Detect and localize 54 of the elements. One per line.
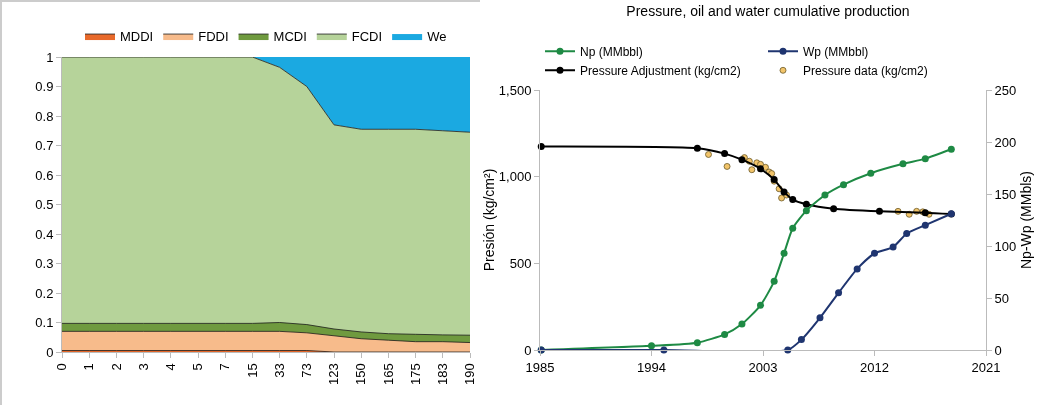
y2-tick-label: 150 (994, 186, 1017, 202)
legend-label: Pressure Adjustment (kg/cm2) (580, 63, 741, 78)
y-tick-label: 1,500 (498, 82, 532, 98)
x-tick-label: 1994 (637, 359, 666, 375)
legend-label: We (427, 29, 447, 45)
x-tick-label: 123 (326, 363, 342, 385)
y2-tick-label: 0 (994, 342, 1002, 358)
x-tick-label: 1 (81, 363, 97, 371)
y-tick-label: 1,000 (498, 169, 532, 185)
legend-label: Wp (MMbbl) (803, 44, 869, 59)
y2-tick-label: 200 (994, 134, 1017, 150)
x-tick-label: 175 (407, 363, 423, 385)
y-tick-label: 500 (509, 255, 532, 271)
legend-label: Np (MMbbl) (580, 44, 643, 59)
x-tick-label: 3 (135, 363, 151, 371)
x-tick-label: 5 (190, 363, 206, 371)
y2-axis-title: Np-Wp (MMbls) (1018, 171, 1035, 269)
legend-label: MCDI (273, 29, 307, 45)
y-tick-label: 0 (46, 344, 54, 360)
y-tick-label: 0.8 (35, 108, 54, 124)
x-tick-label: 4 (163, 363, 179, 371)
x-tick-label: 190 (462, 363, 478, 385)
x-tick-label: 165 (380, 363, 396, 385)
y-tick-label: 0.7 (35, 138, 54, 154)
x-tick-label: 33 (271, 363, 287, 378)
x-tick-label: 0 (54, 363, 70, 371)
x-tick-label: 1985 (525, 359, 555, 375)
y-tick-label: 0.6 (35, 167, 54, 183)
legend-label: FCDI (351, 29, 383, 45)
y-axis-title: Presión (kg/cm²) (480, 168, 497, 272)
y-tick-label: 1 (46, 49, 54, 65)
y-tick-label: 0.9 (35, 79, 54, 95)
legend-label: FDDI (198, 29, 229, 45)
x-tick-label: 15 (244, 363, 260, 378)
x-tick-label: 183 (435, 363, 451, 385)
y2-tick-label: 100 (994, 238, 1017, 254)
legend-label: Pressure data (kg/cm2) (803, 63, 928, 78)
x-tick-label: 73 (299, 363, 315, 378)
x-tick-label: 150 (353, 363, 369, 385)
y-tick-label: 0.5 (35, 197, 54, 213)
y-tick-label: 0.1 (35, 315, 54, 331)
y-tick-label: 0.4 (35, 226, 54, 242)
y-tick-label: 0.2 (35, 285, 54, 301)
x-tick-label: 2012 (860, 359, 889, 375)
y-tick-label: 0 (524, 342, 532, 358)
x-tick-label: 2 (108, 363, 124, 371)
legend-label: MDDI (120, 29, 154, 45)
y2-tick-label: 50 (994, 290, 1010, 306)
x-tick-label: 7 (217, 363, 233, 371)
chart-title: Pressure, oil and water cumulative production (626, 2, 910, 19)
x-tick-label: 2003 (748, 359, 778, 375)
y-tick-label: 0.3 (35, 256, 54, 272)
x-tick-label: 2021 (971, 359, 1001, 375)
y2-tick-label: 250 (994, 82, 1017, 98)
